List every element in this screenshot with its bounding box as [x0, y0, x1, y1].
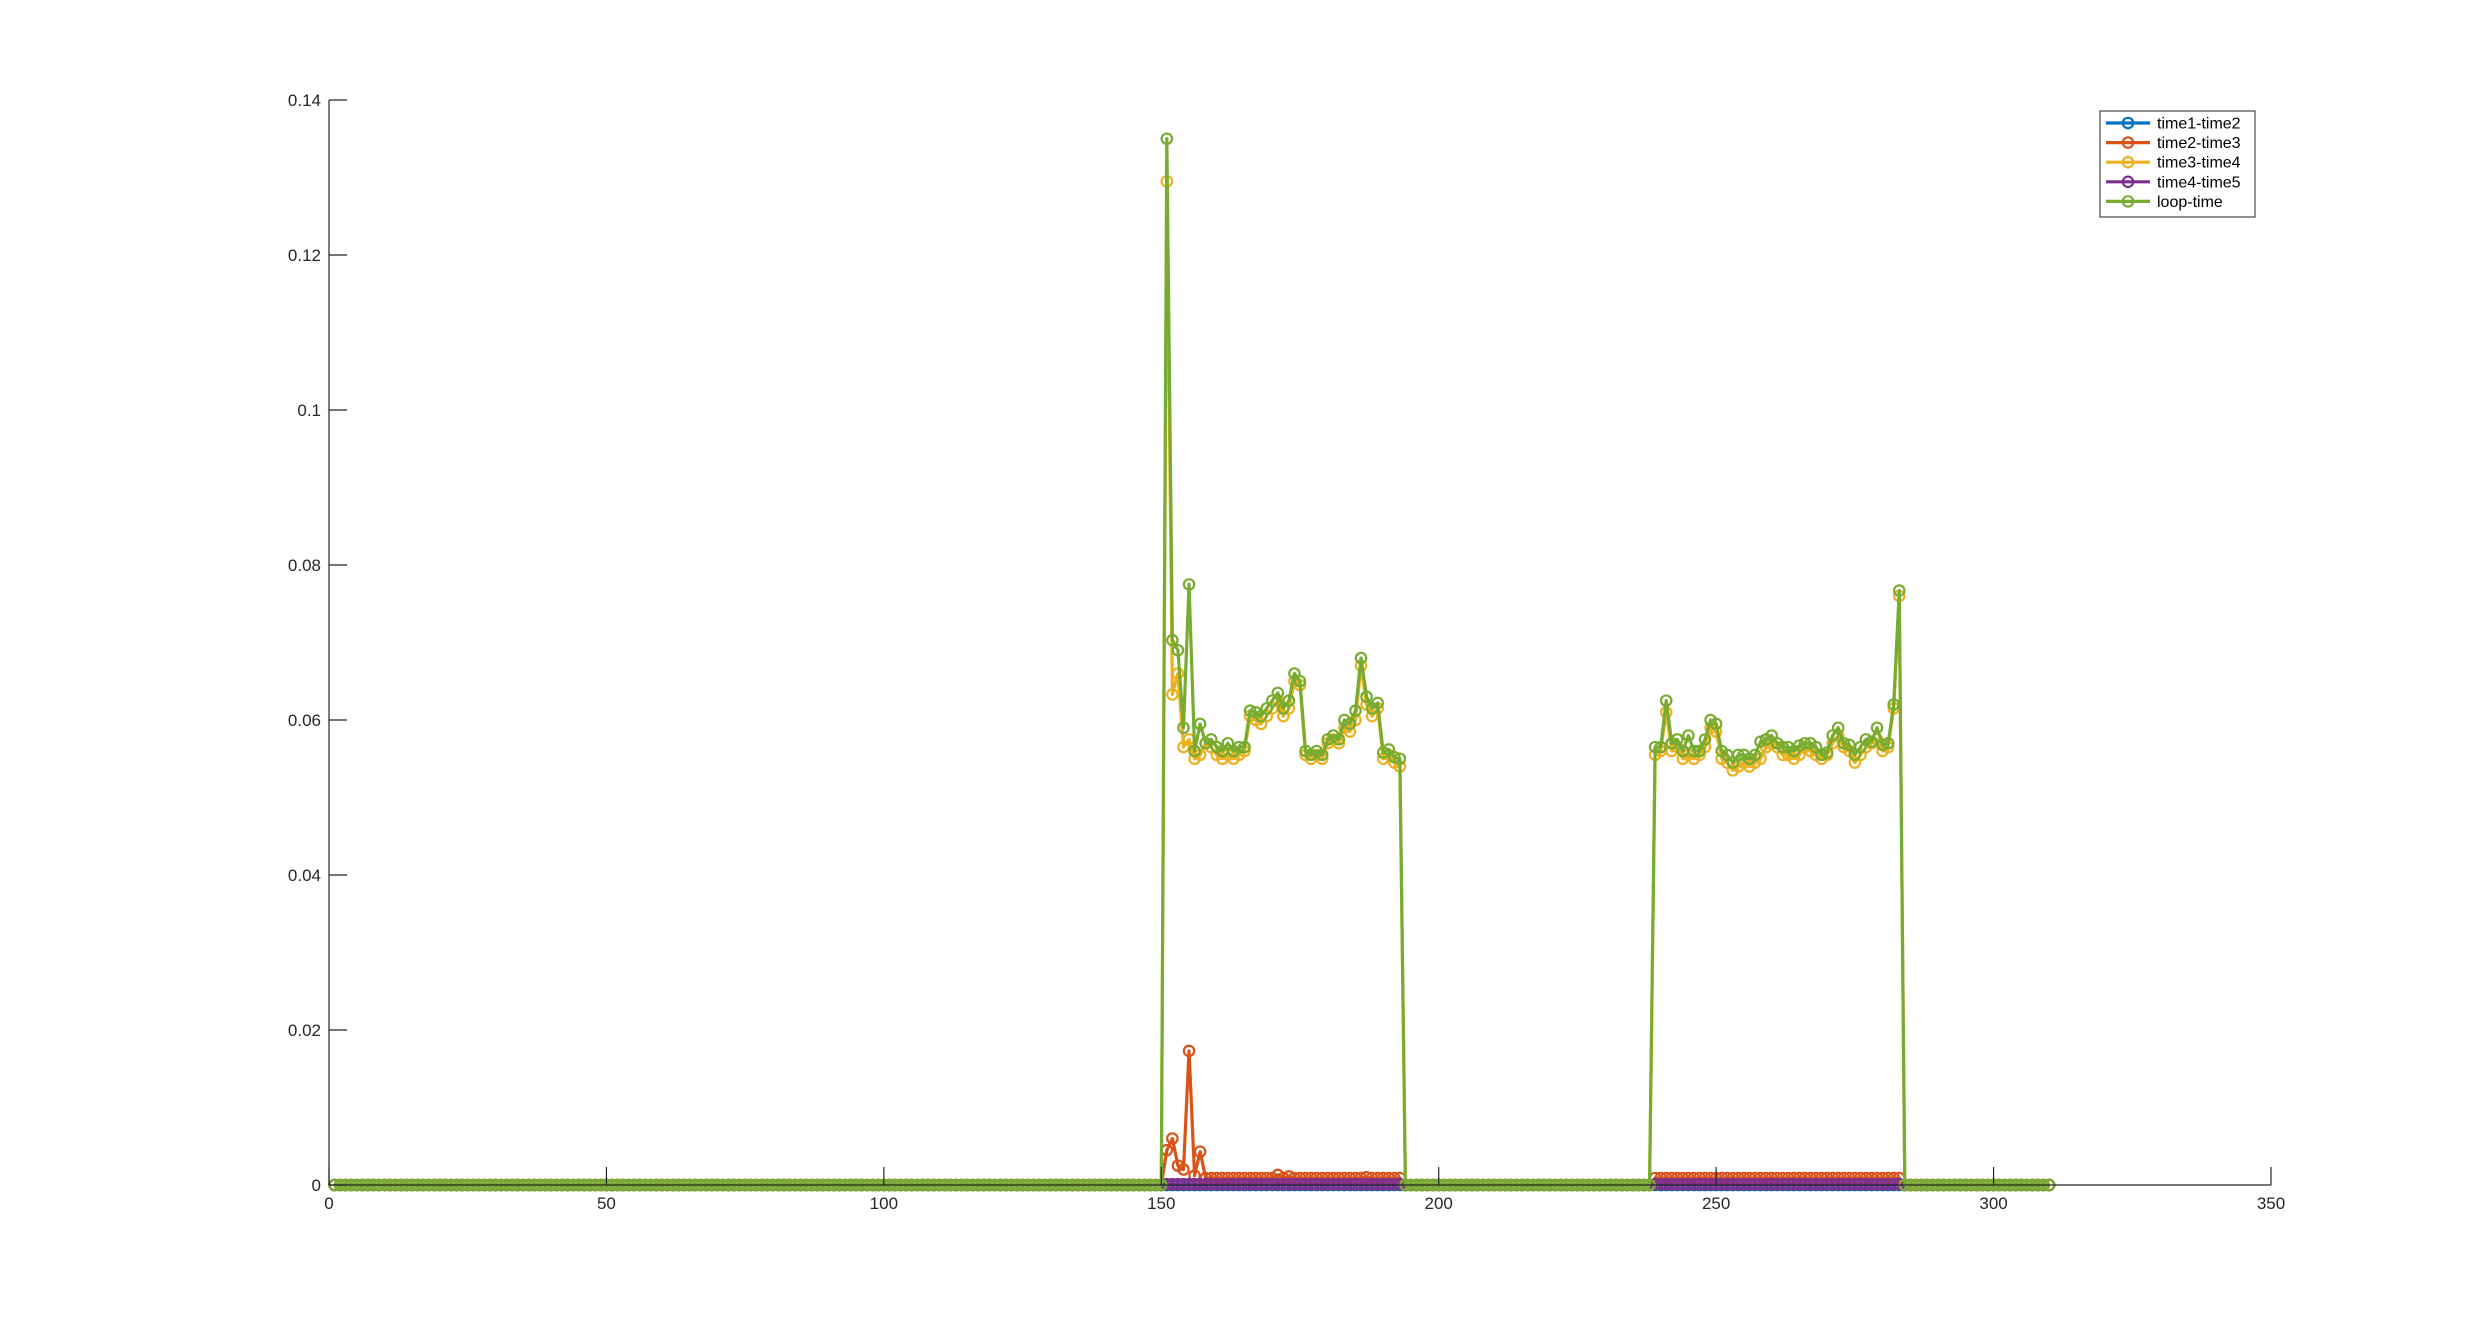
x-tick-label: 350: [2257, 1194, 2285, 1213]
y-tick-label: 0.06: [288, 711, 321, 730]
legend-label: time4-time5: [2157, 174, 2241, 191]
series-layer: [328, 132, 2056, 1192]
data-point: [1360, 690, 1373, 704]
legend-label: time1-time2: [2157, 116, 2241, 133]
legend-item: loop-time: [2106, 194, 2223, 211]
data-point: [1892, 584, 1906, 597]
axes: 0 50 100 150 200 250 300 350 0 0.02 0.04 0.06 0.08 0.…: [288, 91, 2285, 1213]
data-point: [1798, 736, 1812, 750]
series-line: [334, 137, 2050, 1187]
data-point: [1343, 725, 1357, 738]
y-tick-label: 0.1: [297, 401, 321, 420]
data-point: [1693, 744, 1706, 758]
data-point: [1193, 717, 1207, 731]
data-point: [1182, 1044, 1196, 1058]
y-tick-label: 0: [312, 1176, 321, 1195]
data-point: [1182, 578, 1196, 591]
legend-label: time3-time4: [2157, 155, 2241, 172]
legend-swatch-marker: [2121, 155, 2135, 169]
legend-item: time1-time2: [2106, 116, 2241, 133]
data-point: [1687, 744, 1701, 758]
data-point: [1177, 1163, 1190, 1176]
legend-item: time3-time4: [2106, 155, 2241, 172]
data-point: [1166, 633, 1179, 647]
x-tick-label: 0: [324, 1194, 333, 1213]
y-tick-label: 0.08: [288, 556, 321, 575]
data-point: [1820, 746, 1834, 759]
data-point: [1193, 1145, 1207, 1158]
y-tick-label: 0.02: [288, 1021, 321, 1040]
data-point: [1881, 736, 1895, 750]
legend-swatch-marker: [2121, 175, 2135, 189]
y-tick-label: 0.14: [288, 91, 321, 110]
data-point: [1654, 740, 1667, 754]
data-point: [1243, 704, 1257, 717]
data-point: [1698, 733, 1712, 746]
data-point: [1271, 686, 1285, 700]
legend-swatch-marker: [2121, 136, 2135, 149]
data-point: [1659, 694, 1673, 707]
data-point: [1671, 733, 1684, 746]
data-point: [1776, 740, 1790, 754]
data-point: [1166, 688, 1179, 701]
data-point: [1371, 696, 1384, 710]
data-point: [1343, 717, 1357, 731]
legend-swatch-marker: [2121, 116, 2135, 130]
data-point: [1354, 651, 1368, 665]
legend-label: time2-time3: [2157, 135, 2241, 152]
data-point: [1315, 748, 1329, 762]
x-tick-label: 150: [1147, 1194, 1175, 1213]
data-point: [1238, 740, 1251, 754]
x-tick-label: 250: [1702, 1194, 1730, 1213]
legend-item: time2-time3: [2106, 135, 2241, 152]
data-point: [1188, 744, 1201, 758]
data-point: [1188, 1169, 1201, 1182]
data-point: [1293, 674, 1307, 688]
data-point: [1393, 752, 1407, 766]
data-point: [1282, 694, 1296, 707]
x-tick-label: 100: [870, 1194, 898, 1213]
x-tick-label: 300: [1979, 1194, 2007, 1213]
series-time2-time3: [328, 1044, 2056, 1192]
data-point: [1388, 750, 1401, 764]
y-tick-label: 0.12: [288, 246, 321, 265]
data-point: [1831, 721, 1845, 735]
series-line: [334, 1049, 2050, 1187]
legend: time1-time2 time2-time3 time3-time4 time4-t…: [2099, 110, 2256, 218]
data-point: [1870, 721, 1884, 735]
data-point: [1648, 740, 1662, 754]
data-point: [1709, 717, 1723, 731]
data-point: [1177, 721, 1190, 735]
data-point: [1160, 132, 1174, 146]
x-tick-label: 50: [597, 1194, 616, 1213]
legend-item: time4-time5: [2106, 174, 2241, 191]
data-point: [1837, 736, 1851, 750]
data-point: [1843, 738, 1856, 752]
data-point: [1682, 729, 1695, 742]
data-point: [1876, 738, 1889, 752]
data-point: [1171, 643, 1185, 657]
data-point: [1232, 740, 1246, 754]
data-point: [1166, 1132, 1179, 1145]
y-tick-label: 0.04: [288, 866, 321, 885]
legend-swatch-marker: [2121, 195, 2135, 208]
data-point: [1732, 748, 1745, 762]
data-point: [1887, 698, 1900, 711]
series-loop-time: [328, 132, 2056, 1192]
data-point: [1332, 733, 1346, 746]
data-point: [1748, 748, 1762, 762]
data-point: [1349, 704, 1362, 717]
x-tick-label: 200: [1425, 1194, 1453, 1213]
data-point: [1865, 735, 1878, 748]
legend-label: loop-time: [2157, 194, 2223, 211]
